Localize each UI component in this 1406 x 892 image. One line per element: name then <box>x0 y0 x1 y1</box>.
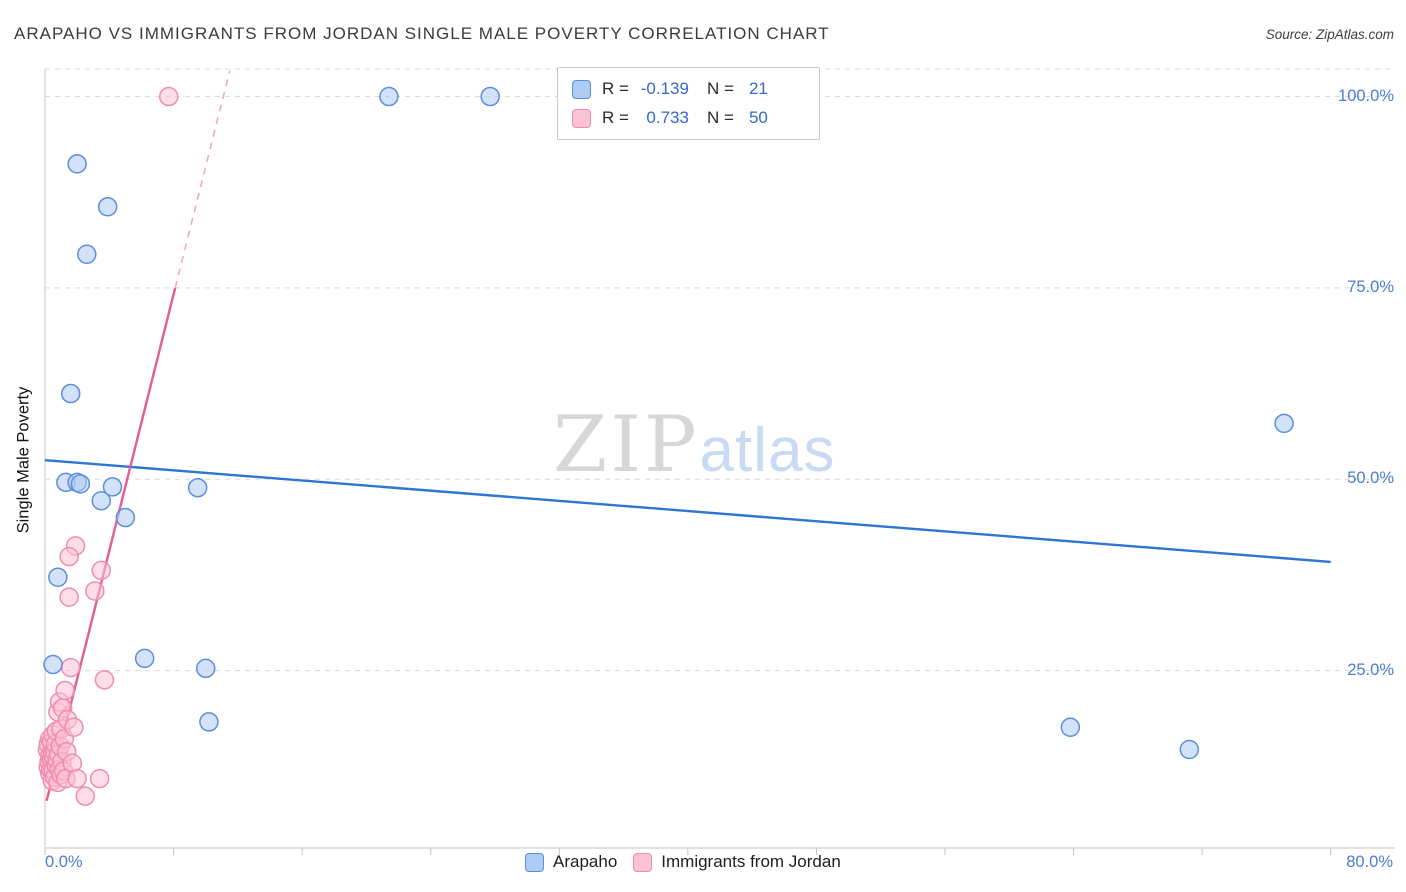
arapaho-swatch-icon <box>525 852 544 872</box>
scatter-point-jordan[interactable] <box>159 86 179 107</box>
scatter-point-arapaho[interactable] <box>379 86 399 107</box>
r-value: -0.139 <box>640 79 689 98</box>
legend-item-label: Arapaho <box>553 852 618 871</box>
scatter-point-arapaho[interactable] <box>1179 739 1200 760</box>
legend-item-jordan[interactable]: Immigrants from Jordan <box>633 852 841 872</box>
scatter-point-arapaho[interactable] <box>77 244 97 264</box>
scatter-point-arapaho[interactable] <box>134 648 155 669</box>
scatter-point-arapaho[interactable] <box>199 712 219 732</box>
n-label: N = <box>706 108 734 127</box>
scatter-point-arapaho[interactable] <box>1274 413 1294 434</box>
scatter-point-jordan[interactable] <box>60 657 81 678</box>
legend-item-label: Immigrants from Jordan <box>661 852 841 871</box>
scatter-point-jordan[interactable] <box>59 587 79 607</box>
correlation-legend-row-jordan: R = 0.733 N = 50 <box>572 106 805 130</box>
x-tick-label-80: 80.0% <box>1346 853 1393 871</box>
scatter-point-arapaho[interactable] <box>43 654 63 675</box>
r-label: R = <box>602 79 629 98</box>
scatter-point-jordan[interactable] <box>91 560 111 581</box>
scatter-point-jordan[interactable] <box>75 786 95 806</box>
scatter-point-arapaho[interactable] <box>102 477 123 497</box>
n-label: N = <box>706 79 734 98</box>
trend-line-arapaho <box>44 458 1331 564</box>
y-tick-label-50: 50.0% <box>1347 469 1394 487</box>
scatter-point-arapaho[interactable] <box>115 507 136 528</box>
arapaho-swatch-icon <box>572 79 591 99</box>
r-value: 0.733 <box>646 108 689 127</box>
series-legend: Arapaho Immigrants from Jordan <box>525 852 841 872</box>
scatter-point-jordan[interactable] <box>64 717 84 738</box>
scatter-point-arapaho[interactable] <box>67 154 87 174</box>
scatter-point-arapaho[interactable] <box>60 383 81 404</box>
scatter-point-arapaho[interactable] <box>91 490 111 511</box>
scatter-point-jordan[interactable] <box>55 680 75 701</box>
legend-item-arapaho[interactable]: Arapaho <box>525 852 617 872</box>
correlation-legend-row-arapaho: R = -0.139 N = 21 <box>572 77 805 101</box>
n-value: 50 <box>748 108 768 127</box>
y-axis-title: Single Male Poverty <box>14 386 33 534</box>
y-tick-label-100: 100.0% <box>1338 87 1394 105</box>
correlation-legend-box: R = -0.139 N = 21 R = 0.733 N = 50 <box>557 67 820 140</box>
scatter-point-jordan[interactable] <box>89 768 110 789</box>
x-tick-label-0: 0.0% <box>45 853 83 871</box>
scatter-point-arapaho[interactable] <box>97 197 118 217</box>
scatter-point-jordan[interactable] <box>59 546 79 567</box>
scatter-point-jordan[interactable] <box>67 768 87 789</box>
scatter-point-arapaho[interactable] <box>48 567 68 588</box>
scatter-point-arapaho[interactable] <box>195 658 216 679</box>
jordan-swatch-icon <box>633 852 653 872</box>
scatter-point-jordan[interactable] <box>85 581 105 601</box>
r-label: R = <box>602 108 629 127</box>
y-tick-label-25: 25.0% <box>1347 661 1394 679</box>
trend-line-jordan-extension <box>174 70 231 289</box>
jordan-swatch-icon <box>572 108 591 128</box>
scatter-point-arapaho[interactable] <box>187 477 208 498</box>
n-value: 21 <box>748 79 768 98</box>
scatter-point-arapaho[interactable] <box>70 474 91 494</box>
page-title: ARAPAHO VS IMMIGRANTS FROM JORDAN SINGLE… <box>14 24 830 43</box>
scatter-point-arapaho[interactable] <box>480 86 500 107</box>
source-link[interactable]: Source: ZipAtlas.com <box>1265 27 1394 42</box>
y-tick-label-75: 75.0% <box>1347 278 1394 296</box>
scatter-point-arapaho[interactable] <box>1060 717 1081 738</box>
scatter-point-jordan[interactable] <box>94 670 115 690</box>
